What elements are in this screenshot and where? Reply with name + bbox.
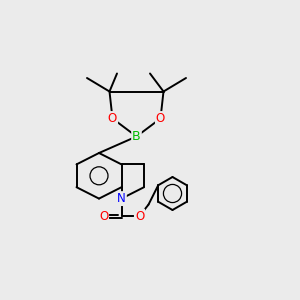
Text: B: B (132, 130, 141, 143)
Text: O: O (108, 112, 117, 125)
Text: N: N (117, 192, 126, 205)
Text: O: O (156, 112, 165, 125)
Text: O: O (135, 209, 144, 223)
Text: O: O (99, 209, 108, 223)
